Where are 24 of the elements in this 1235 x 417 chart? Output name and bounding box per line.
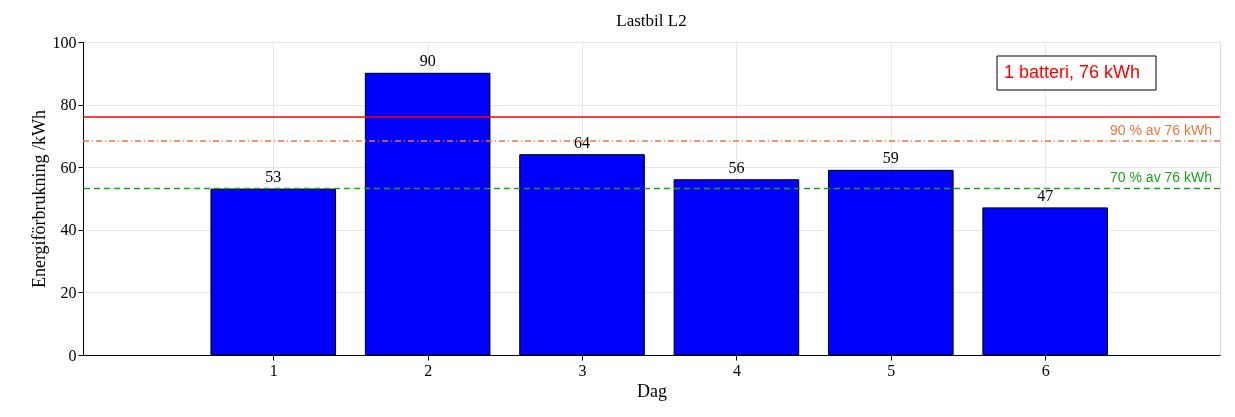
- data-label: 56: [728, 158, 745, 176]
- x-tick-label: 3: [578, 361, 587, 379]
- y-tick-label: 0: [68, 346, 77, 364]
- ref-line-label: 1 batteri, 76 kWh: [1004, 62, 1141, 82]
- x-tick-label: 1: [269, 361, 278, 379]
- x-tick-label: 5: [887, 361, 896, 379]
- ref-line-label: 90 % av 76 kWh: [1110, 121, 1212, 138]
- data-label: 90: [419, 52, 436, 70]
- data-label: 53: [265, 168, 282, 186]
- y-tick-label: 40: [60, 221, 77, 239]
- data-label: 64: [574, 133, 591, 151]
- x-tick-label: 6: [1041, 361, 1050, 379]
- x-axis-title: Dag: [637, 380, 667, 401]
- x-tick-label: 4: [732, 361, 741, 379]
- y-tick-label: 100: [52, 33, 77, 51]
- data-label: 59: [882, 149, 899, 167]
- x-tick-label: 2: [424, 361, 433, 379]
- ref-line-label: 70 % av 76 kWh: [1110, 169, 1212, 186]
- data-label: 47: [1037, 186, 1054, 204]
- y-axis-title: Energiförbrukning /kWh: [28, 109, 49, 289]
- chart-title: Lastbil L2: [616, 11, 687, 30]
- y-tick-label: 80: [60, 96, 77, 114]
- y-tick-label: 60: [60, 158, 77, 176]
- y-tick-label: 20: [60, 283, 77, 301]
